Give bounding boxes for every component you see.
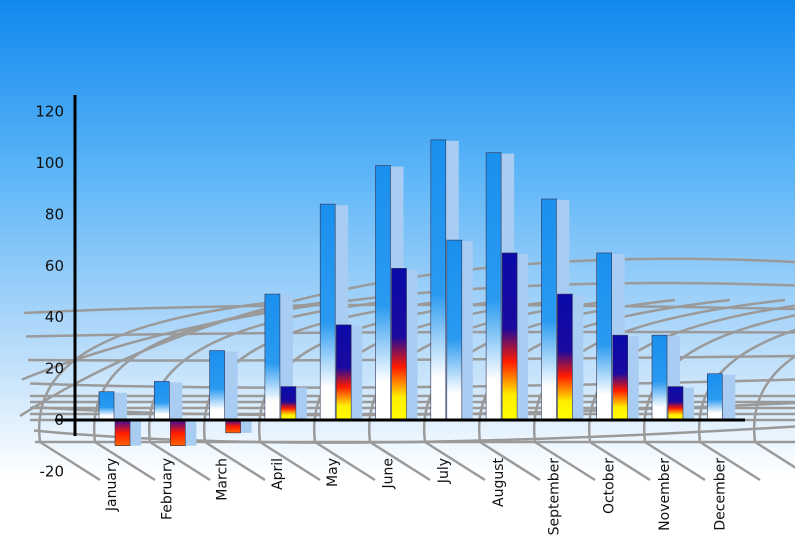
x-tick-label: January <box>104 458 120 512</box>
bar-series1-january <box>98 391 115 421</box>
bar-series2-april <box>280 386 297 421</box>
bar-series1-may <box>319 203 336 421</box>
x-tick-label: February <box>159 458 175 520</box>
bar-shadow <box>238 420 252 433</box>
x-tick-label: March <box>215 458 231 501</box>
bar-series2-february <box>170 419 186 447</box>
bar-series2-september <box>557 293 573 421</box>
y-tick-label: 0 <box>54 411 64 429</box>
bar-shadow <box>183 420 197 446</box>
x-tick-label: September <box>546 458 562 536</box>
bar-series1-march <box>209 350 225 421</box>
y-tick-label: 60 <box>45 257 64 275</box>
bar-series1-july <box>430 139 447 421</box>
x-tick-label: October <box>602 458 618 514</box>
x-tick-label: December <box>712 458 728 531</box>
bar-shadow <box>625 336 639 420</box>
bar-series2-august <box>501 252 518 421</box>
bar-series2-july <box>446 239 463 421</box>
bar-shadow <box>515 253 529 420</box>
bar-shadow <box>404 269 418 420</box>
bar-series1-november <box>651 334 668 421</box>
bar-series2-june <box>391 268 407 421</box>
bar-series1-december <box>706 373 723 421</box>
y-tick-label: 100 <box>35 154 64 172</box>
bar-shadow <box>168 382 183 420</box>
bar-series2-may <box>335 324 352 421</box>
y-tick-label: 80 <box>45 205 64 223</box>
x-tick-label: July <box>436 458 452 484</box>
bar-series2-january <box>114 419 131 447</box>
bar-series1-august <box>485 152 502 421</box>
bar-shadow <box>681 387 694 420</box>
bar-series2-march <box>225 419 241 434</box>
bar-series2-october <box>612 334 629 421</box>
bar-shadow <box>293 387 307 420</box>
bar-series1-april <box>264 293 281 421</box>
bar-shadow <box>349 325 363 420</box>
y-tick-label: 120 <box>35 103 64 121</box>
x-tick-label: June <box>381 458 397 490</box>
x-tick-label: May <box>325 458 341 487</box>
bar-series1-june <box>375 165 391 421</box>
y-tick-label: 20 <box>45 360 64 378</box>
bar-series1-february <box>154 381 170 421</box>
x-tick-label: August <box>491 457 507 507</box>
bar-shadow <box>459 241 473 420</box>
bar-series1-september <box>541 198 557 421</box>
bar-series1-october <box>596 252 613 421</box>
bar-shadow <box>570 295 584 420</box>
bar-series2-november <box>667 386 684 421</box>
x-tick-label: April <box>270 458 286 490</box>
bar-shadow <box>128 420 141 446</box>
y-tick-label: 40 <box>45 308 64 326</box>
bar-shadow <box>113 392 127 420</box>
x-tick-label: November <box>657 458 673 531</box>
y-tick-label: -20 <box>40 462 65 480</box>
bar-shadow <box>721 374 736 420</box>
bar-shadow <box>223 351 238 420</box>
